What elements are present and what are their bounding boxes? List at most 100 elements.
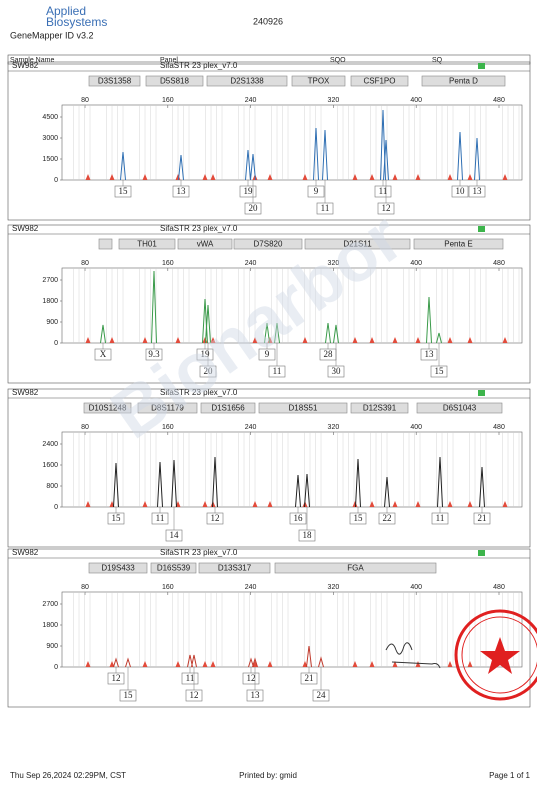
x-tick-label: 80 [81,97,89,104]
y-tick-label: 2700 [42,277,58,284]
peak [191,654,197,668]
size-peak [142,501,148,507]
locus-label: D2S1338 [230,77,264,86]
allele-box [196,348,214,361]
size-peak [175,337,181,343]
peak [437,456,443,508]
peak [322,129,328,181]
allele-label: 15 [124,690,134,700]
allele-box [119,689,137,702]
locus-box [421,75,506,87]
y-tick-label: 3000 [42,135,58,142]
peak [125,657,131,668]
size-peak [369,174,375,180]
allele-box [289,512,307,525]
brand: Applied [46,4,86,18]
allele-label: 19 [244,186,254,196]
x-tick-label: 160 [162,97,174,104]
size-peak [352,337,358,343]
size-peak [267,174,273,180]
size-peak [447,501,453,507]
sample-name: SW982 [12,548,39,557]
plot-area [61,104,523,181]
peak [187,654,193,668]
allele-label: 9 [314,186,319,196]
peak [304,473,310,508]
y-tick-label: 2700 [42,601,58,608]
x-tick-label: 240 [245,260,257,267]
size-peak [392,661,398,667]
allele-box [430,365,448,378]
x-tick-label: 160 [162,260,174,267]
size-peak [85,337,91,343]
allele-box [378,512,396,525]
panels: SW982 SifaSTR 23 plex_v7.0 D3S1358 D5S818 D2… [7,61,531,708]
peak [212,456,218,508]
locus-box [118,238,176,250]
locus-box [350,402,409,414]
size-peak [109,337,115,343]
x-tick-label: 320 [328,584,340,591]
x-tick-label: 240 [245,424,257,431]
size-peak [202,337,208,343]
software: GeneMapper ID v3.2 [10,30,94,40]
locus-label: CSF1PO [363,77,395,86]
locus-label: D8S1179 [151,404,184,413]
locus-label: D6S1043 [443,404,477,413]
run-id: 240926 [253,16,283,26]
allele-label: 9 [265,349,270,359]
size-peak [109,174,115,180]
locus-label: D7S820 [254,240,283,249]
panel-name: SifaSTR 23 plex_v7.0 [160,548,238,557]
y-tick-label: 1800 [42,622,58,629]
peak [313,127,319,181]
size-peak [467,661,473,667]
size-peak [202,501,208,507]
stamp-ring [454,609,537,701]
x-tick-label: 160 [162,424,174,431]
allele-label: 24 [317,690,327,700]
allele-box [316,202,334,215]
locus-label: D18S51 [289,404,318,413]
peak [436,332,442,344]
locus-box [274,562,437,574]
y-tick-label: 900 [46,319,58,326]
column: Sample Name [10,57,54,64]
allele-box [307,185,325,198]
allele-label: 14 [170,530,180,540]
size-peak [142,661,148,667]
size-peak [142,337,148,343]
locus-label: D12S391 [363,404,397,413]
size-peak [352,501,358,507]
allele-box [258,348,276,361]
allele-label: 16 [294,513,304,523]
allele-label: 11 [321,203,330,213]
allele-box [268,365,286,378]
x-tick-label: 480 [493,97,505,104]
allele-label: 20 [249,203,259,213]
peak [318,656,324,668]
y-tick-label: 0 [54,340,58,347]
allele-label: 12 [190,690,199,700]
allele-box [206,512,224,525]
locus-box [137,402,198,414]
peak [325,322,331,344]
y-tick-label: 4500 [42,114,58,121]
allele-label: 22 [383,513,392,523]
locus-label: D10S1248 [89,404,127,413]
x-tick-label: 240 [245,97,257,104]
allele-label: 20 [204,366,214,376]
allele-box [377,202,395,215]
size-peak [352,661,358,667]
allele-label: 9.3 [148,349,160,359]
allele-box [244,202,262,215]
column: SQO [330,57,346,64]
size-peak [302,337,308,343]
peak [250,153,256,181]
locus-label: D1S1656 [211,404,245,413]
panel-frame [7,548,531,708]
allele-label: X [100,349,107,359]
size-peak [392,337,398,343]
peak [274,322,280,344]
peak [113,462,119,508]
